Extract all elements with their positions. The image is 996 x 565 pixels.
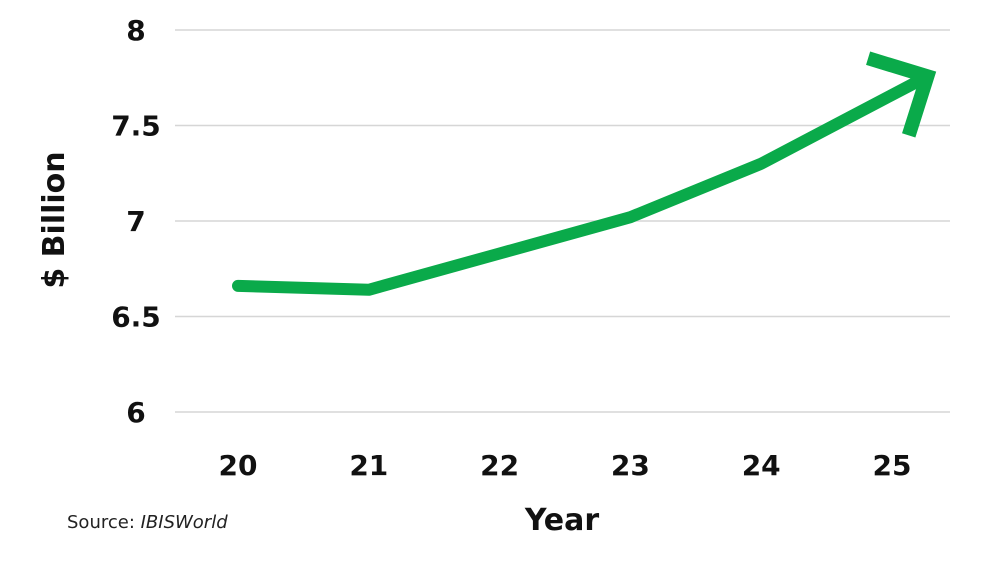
series-line-0: [238, 81, 919, 290]
gridlines: [175, 30, 950, 412]
y-tick-label: 6.5: [111, 301, 161, 334]
x-tick-label: 22: [480, 449, 519, 482]
y-tick-label: 7: [126, 205, 145, 238]
y-tick-label: 7.5: [111, 110, 161, 143]
x-tick-label: 23: [611, 449, 650, 482]
x-tick-label: 24: [742, 449, 781, 482]
source-note: Source: IBISWorld: [67, 512, 228, 533]
x-axis-title: Year: [524, 503, 600, 538]
x-tick-label: 20: [219, 449, 258, 482]
y-tick-label: 8: [126, 14, 145, 47]
y-tick-labels: 6 6.5 7 7.5 8: [111, 14, 161, 429]
x-tick-label: 21: [349, 449, 388, 482]
source-name: IBISWorld: [141, 512, 228, 533]
y-tick-label: 6: [126, 396, 145, 429]
y-axis-title: $ Billion: [37, 151, 72, 288]
x-tick-labels: 20 21 22 23 24 25: [219, 449, 912, 482]
x-tick-label: 25: [873, 449, 912, 482]
series-layer: [238, 58, 927, 290]
source-label: Source:: [67, 512, 141, 533]
